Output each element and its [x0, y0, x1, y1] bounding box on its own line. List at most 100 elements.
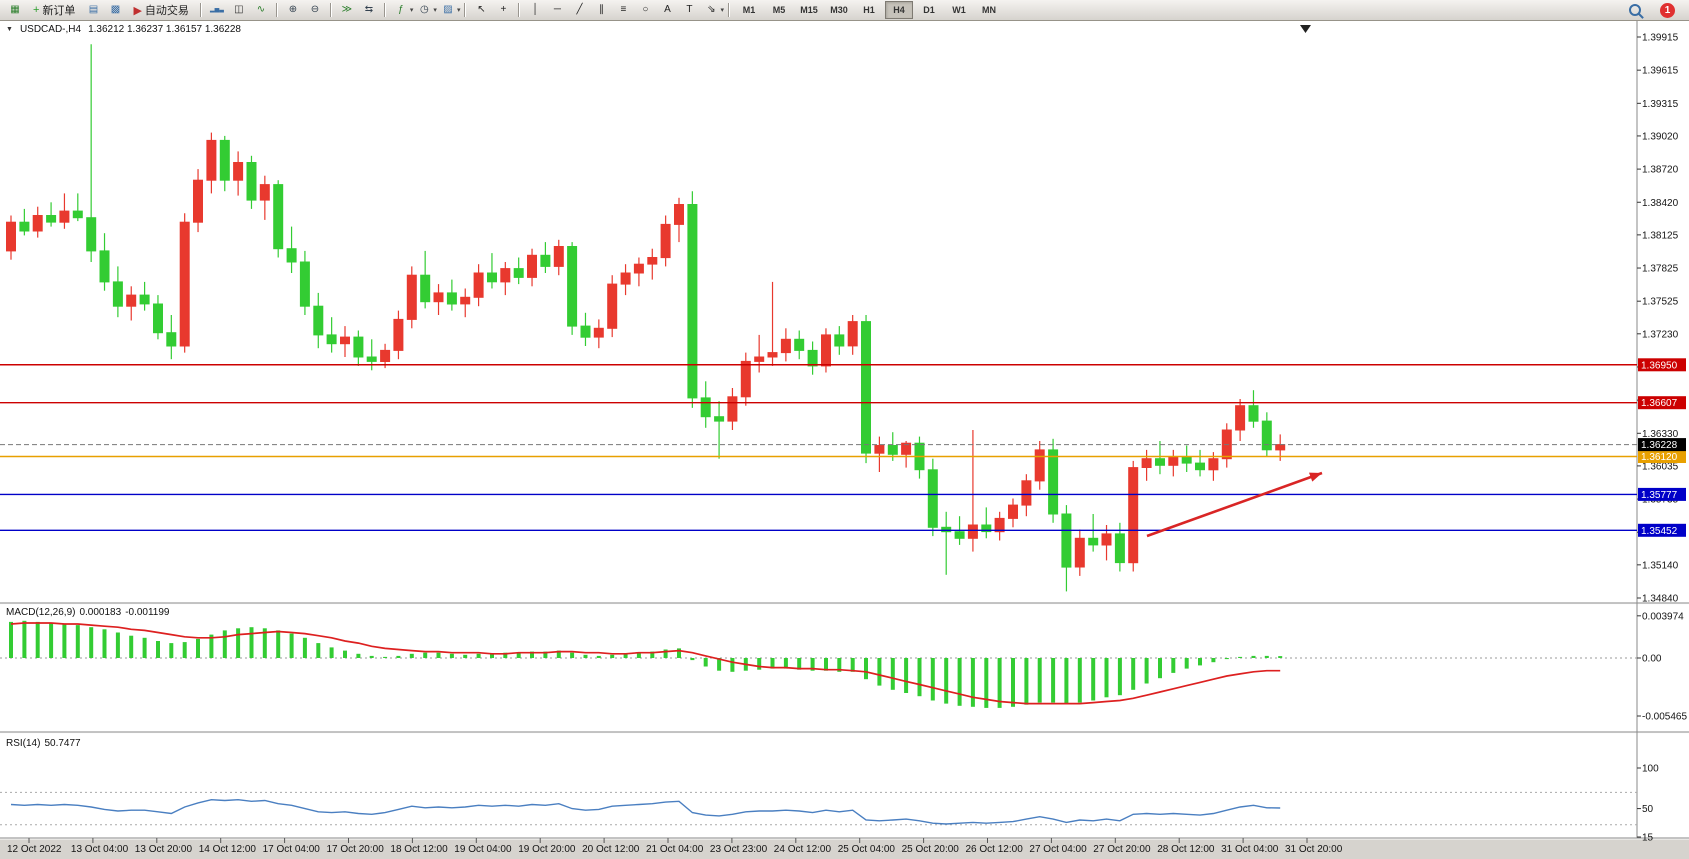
- macd-histogram-bar: [302, 637, 307, 658]
- svg-text:1.38720: 1.38720: [1642, 165, 1679, 176]
- macd-histogram-bar: [837, 658, 842, 672]
- cursor-icon[interactable]: ↖: [471, 1, 491, 20]
- macd-signal-line: [10, 622, 1281, 705]
- channel-icon[interactable]: ∥: [591, 1, 611, 20]
- profiles-icon[interactable]: ▤: [83, 1, 103, 20]
- label-icon[interactable]: T: [679, 1, 699, 20]
- zoom-in-icon[interactable]: ⊕: [283, 1, 303, 20]
- candle: [1261, 420, 1272, 451]
- trend-arrow-object[interactable]: [1146, 471, 1323, 538]
- zoom-out-icon: ⊖: [310, 4, 320, 15]
- macd-histogram-bar: [115, 632, 120, 658]
- toolbar-separator: [518, 3, 521, 17]
- chart-shift-marker[interactable]: [1300, 25, 1311, 33]
- candle: [1088, 537, 1099, 546]
- macd-histogram-bar: [970, 658, 975, 707]
- vertical-line-icon[interactable]: │: [525, 1, 545, 20]
- timeframe-button-m1[interactable]: M1: [742, 5, 756, 15]
- svg-text:19 Oct 04:00: 19 Oct 04:00: [454, 844, 512, 855]
- svg-text:21 Oct 04:00: 21 Oct 04:00: [646, 844, 704, 855]
- crosshair-icon[interactable]: +: [493, 1, 513, 20]
- macd-histogram-bar: [757, 658, 762, 670]
- shapes-icon[interactable]: ○: [635, 1, 655, 20]
- svg-text:1.35777: 1.35777: [1641, 490, 1678, 501]
- svg-text:27 Oct 20:00: 27 Oct 20:00: [1093, 844, 1151, 855]
- auto-scroll-icon[interactable]: ≫: [337, 1, 357, 20]
- notification-badge[interactable]: 1: [1660, 2, 1675, 18]
- timeframe-group: M1 M5 M15 M30 H1 H4 D1 W1 MN: [734, 1, 1004, 19]
- candlestick-chart-icon[interactable]: ◫: [229, 1, 249, 20]
- rsi-panel: [0, 791, 1637, 826]
- macd-histogram-bar: [877, 658, 882, 686]
- candle: [647, 257, 658, 265]
- candle: [1181, 456, 1192, 464]
- periods-icon[interactable]: ◷: [414, 1, 434, 20]
- macd-histogram-bar: [276, 630, 281, 658]
- macd-histogram-bar: [49, 623, 54, 658]
- svg-text:1.35140: 1.35140: [1642, 560, 1679, 571]
- timeframe-button-mn[interactable]: MN: [981, 5, 996, 15]
- new-order-button[interactable]: + 新订单: [27, 1, 81, 20]
- macd-histogram-bar: [984, 658, 989, 708]
- autotrade-label: 自动交易: [144, 5, 189, 17]
- timeframe-button-m5[interactable]: M5: [772, 5, 786, 15]
- candle: [353, 336, 364, 358]
- macd-histogram-bar: [1131, 658, 1136, 690]
- periods-caret-icon[interactable]: ▾: [433, 7, 437, 14]
- timeframe-button-h1[interactable]: H1: [863, 5, 875, 15]
- candle: [500, 268, 511, 283]
- macd-histogram-bar: [1264, 655, 1269, 658]
- macd-histogram-bar: [356, 653, 361, 658]
- arrows-icon[interactable]: ⇘: [701, 1, 721, 20]
- timeframe-button-m15[interactable]: M15: [800, 5, 818, 15]
- timeframe-button-w1[interactable]: W1: [952, 5, 966, 15]
- templates-icon[interactable]: ▨: [438, 1, 458, 20]
- macd-histogram-bar: [824, 658, 828, 671]
- candle: [527, 254, 537, 278]
- candle: [633, 263, 644, 274]
- trendline-icon[interactable]: ╱: [569, 1, 589, 20]
- autotrade-button[interactable]: ▶ 自动交易: [127, 1, 194, 20]
- candle: [1195, 462, 1205, 471]
- macd-name: MACD(12,26,9): [6, 607, 76, 618]
- fibonacci-icon[interactable]: ≡: [613, 1, 633, 20]
- macd-histogram-bar: [770, 658, 775, 669]
- zoom-out-icon[interactable]: ⊖: [305, 1, 325, 20]
- candle: [620, 272, 631, 285]
- indicators-icon[interactable]: ƒ: [391, 1, 411, 20]
- candle: [794, 338, 805, 351]
- candle: [994, 517, 1005, 533]
- line-chart-icon[interactable]: ∿: [251, 1, 271, 20]
- svg-text:23 Oct 23:00: 23 Oct 23:00: [710, 844, 768, 855]
- macd-histogram-bar: [1171, 658, 1176, 673]
- bars-chart-icon[interactable]: ▂▅▃: [207, 1, 227, 20]
- candle: [246, 162, 257, 201]
- chart-shift-icon[interactable]: ⇆: [359, 1, 379, 20]
- horizontal-line-icon[interactable]: ─: [547, 1, 567, 20]
- toolbar-separator: [275, 3, 278, 17]
- collapse-triangle-icon[interactable]: ▼: [6, 26, 13, 33]
- svg-text:12 Oct 2022: 12 Oct 2022: [7, 844, 62, 855]
- bars-chart-icon: ▂▅▃: [209, 7, 224, 13]
- search-icon[interactable]: [1625, 1, 1645, 20]
- arrows-caret-icon[interactable]: ▾: [720, 7, 724, 14]
- indicators-caret-icon[interactable]: ▾: [409, 7, 414, 14]
- toolbar-separator: [383, 3, 386, 17]
- svg-text:1.37825: 1.37825: [1642, 264, 1679, 275]
- svg-text:17 Oct 20:00: 17 Oct 20:00: [327, 844, 385, 855]
- time-axis[interactable]: 12 Oct 2022 13 Oct 04:00 13 Oct 20:00 14 Oc…: [7, 838, 1343, 855]
- svg-text:31 Oct 04:00: 31 Oct 04:00: [1221, 844, 1279, 855]
- charts-cascade-icon[interactable]: ▩: [105, 1, 125, 20]
- macd-histogram-bar: [1184, 658, 1189, 669]
- text-icon[interactable]: A: [657, 1, 677, 20]
- macd-histogram-bar: [35, 621, 40, 658]
- timeframe-button-m30[interactable]: M30: [830, 5, 848, 15]
- svg-text:-0.005465: -0.005465: [1642, 712, 1687, 723]
- price-badge: 1.36950: [1638, 358, 1686, 372]
- new-chart-icon[interactable]: ▦: [5, 1, 25, 20]
- candle: [406, 274, 417, 320]
- timeframe-button-d1[interactable]: D1: [923, 5, 935, 15]
- templates-caret-icon[interactable]: ▾: [456, 7, 461, 14]
- timeframe-button-h4[interactable]: H4: [884, 1, 913, 19]
- chart-canvas[interactable]: 1.39915 1.39615 1.39315 1.39020 1.38720 1.384…: [0, 21, 1689, 859]
